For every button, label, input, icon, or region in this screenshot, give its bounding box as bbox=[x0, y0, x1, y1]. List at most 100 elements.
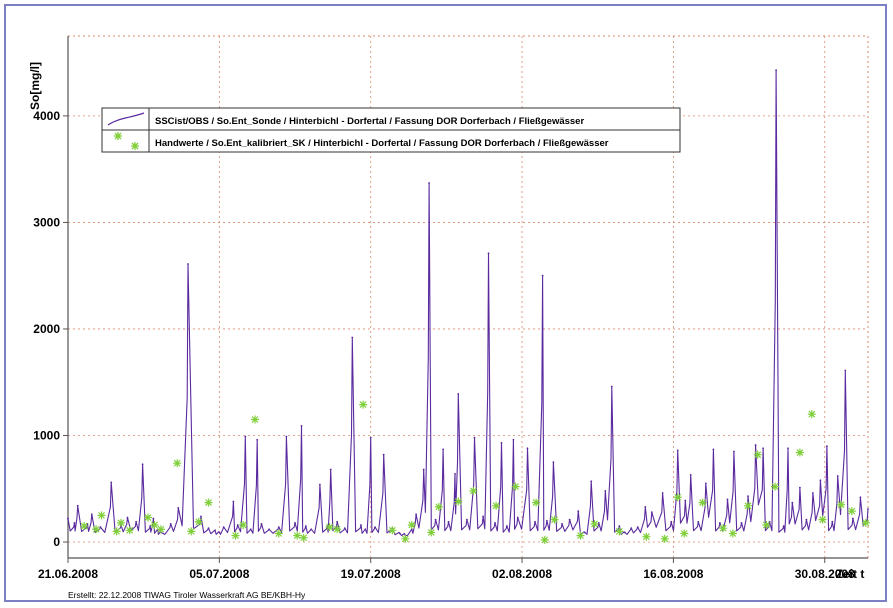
line-point bbox=[747, 495, 749, 498]
line-point bbox=[304, 525, 307, 527]
line-point bbox=[310, 528, 313, 531]
line-point bbox=[152, 517, 155, 520]
line-point bbox=[831, 520, 834, 523]
line-point bbox=[336, 520, 339, 523]
line-point bbox=[811, 492, 814, 494]
handwerte-point bbox=[274, 529, 283, 538]
series-line-layer bbox=[67, 69, 869, 537]
line-point bbox=[867, 508, 869, 510]
handwerte-point bbox=[540, 535, 549, 544]
handwerte-point bbox=[492, 501, 501, 510]
handwerte-point bbox=[807, 410, 816, 419]
x-tick-label-2: 19.07.2008 bbox=[341, 567, 401, 581]
line-point bbox=[500, 442, 503, 444]
handwerte-point bbox=[434, 502, 443, 511]
x-axis-label: Zeit t bbox=[836, 567, 865, 581]
line-point bbox=[256, 438, 259, 441]
line-point bbox=[294, 521, 296, 524]
handwerte-point bbox=[762, 520, 771, 529]
handwerte-point bbox=[407, 520, 416, 529]
line-point bbox=[454, 472, 456, 475]
handwerte-point bbox=[112, 527, 121, 536]
line-point bbox=[141, 463, 144, 466]
axes bbox=[63, 35, 869, 563]
line-point bbox=[604, 489, 607, 492]
line-point bbox=[712, 448, 715, 451]
line-point bbox=[661, 492, 664, 494]
x-tick-label-4: 16.08.2008 bbox=[643, 567, 703, 581]
line-point bbox=[512, 438, 515, 441]
x-tick-label-0: 21.06.2008 bbox=[38, 567, 98, 581]
handwerte-point bbox=[401, 534, 410, 543]
handwerte-point bbox=[92, 525, 101, 534]
handwerte-point bbox=[590, 519, 599, 528]
line-point bbox=[577, 510, 580, 513]
y-axis-label: So[mg/l] bbox=[28, 62, 42, 110]
line-point bbox=[369, 436, 372, 439]
handwerte-point bbox=[333, 525, 342, 534]
legend-entry-handwerte: Handwerte / So.Ent_kalibriert_SK / Hinte… bbox=[155, 138, 609, 149]
handwerte-point bbox=[532, 498, 541, 507]
chart-canvas: 0 1000 2000 3000 4000 21.06.2008 05.07.2008 19… bbox=[28, 35, 870, 600]
line-point bbox=[844, 369, 847, 372]
x-tick-labels: 21.06.2008 05.07.2008 19.07.2008 02.08.2008… bbox=[38, 567, 855, 581]
handwerte-point bbox=[847, 507, 856, 516]
line-point bbox=[805, 518, 808, 521]
line-point bbox=[473, 436, 476, 439]
y-tick-labels: 0 1000 2000 3000 4000 bbox=[33, 109, 60, 549]
line-point bbox=[300, 425, 303, 427]
line-point bbox=[260, 523, 263, 525]
legend: SSCist/OBS / So.Ent_Sonde / Hinterbichl … bbox=[101, 107, 681, 153]
handwerte-point bbox=[753, 450, 762, 459]
handwerte-point bbox=[125, 526, 134, 535]
line-point bbox=[684, 499, 687, 502]
handwerte-point bbox=[673, 493, 682, 502]
line-point bbox=[610, 385, 613, 388]
line-point bbox=[382, 453, 385, 456]
line-point bbox=[726, 498, 729, 501]
handwerte-point bbox=[728, 529, 737, 538]
handwerte-point bbox=[615, 527, 624, 536]
line-point bbox=[200, 515, 202, 518]
line-point bbox=[618, 525, 621, 527]
line-point bbox=[826, 445, 828, 448]
line-point bbox=[650, 511, 653, 514]
line-point bbox=[859, 496, 862, 499]
handwerte-point bbox=[511, 482, 520, 491]
handwerte-point bbox=[231, 531, 240, 540]
line-point bbox=[670, 520, 673, 523]
handwerte-point bbox=[325, 523, 334, 532]
line-point bbox=[236, 524, 239, 526]
handwerte-point bbox=[469, 486, 478, 495]
handwerte-point bbox=[293, 531, 302, 540]
line-point bbox=[67, 517, 69, 520]
line-point bbox=[583, 531, 586, 534]
line-point bbox=[343, 527, 346, 530]
handwerte-point bbox=[454, 497, 463, 506]
line-point bbox=[364, 528, 367, 531]
line-point bbox=[798, 486, 801, 489]
line-point bbox=[819, 479, 822, 482]
line-point bbox=[597, 521, 600, 524]
line-point bbox=[782, 525, 785, 527]
line-point bbox=[207, 527, 210, 530]
line-point bbox=[689, 474, 692, 476]
line-point bbox=[733, 450, 735, 453]
line-point bbox=[836, 475, 839, 477]
line-point bbox=[90, 513, 93, 516]
line-point bbox=[787, 447, 789, 450]
handwerte-point bbox=[116, 518, 125, 527]
line-point bbox=[249, 528, 252, 531]
line-point bbox=[214, 529, 216, 532]
line-point bbox=[329, 468, 332, 471]
handwerte-point bbox=[836, 500, 845, 509]
line-point bbox=[126, 516, 129, 519]
line-point bbox=[218, 531, 221, 534]
line-point bbox=[754, 444, 757, 446]
handwerte-point bbox=[818, 515, 827, 524]
line-point bbox=[494, 521, 496, 524]
line-point bbox=[351, 336, 354, 339]
handwerte-point bbox=[680, 529, 689, 538]
legend-entry-sonde: SSCist/OBS / So.Ent_Sonde / Hinterbichl … bbox=[155, 116, 584, 127]
handwerte-point bbox=[660, 534, 669, 543]
